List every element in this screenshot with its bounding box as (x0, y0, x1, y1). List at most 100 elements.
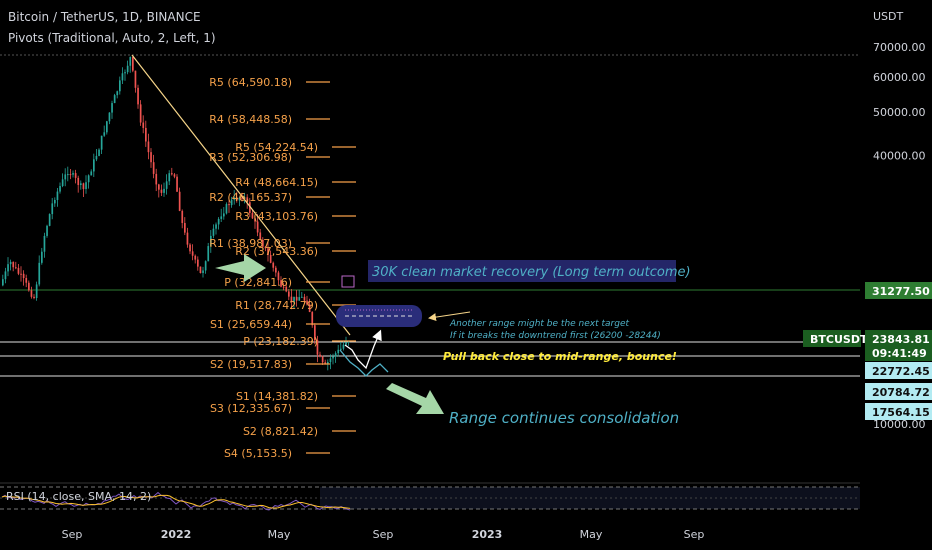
candle-body (12, 261, 15, 268)
candle-body (207, 246, 210, 262)
green-arrow-consolidation (386, 383, 444, 414)
candle-body (87, 175, 90, 183)
candle-body (308, 304, 311, 313)
candle-body (147, 141, 150, 153)
price-label-bg (865, 362, 932, 379)
candle-body (319, 354, 321, 357)
candle-body (173, 174, 176, 177)
candle-body (230, 199, 233, 206)
price-label-bg (865, 344, 932, 361)
candle-body (259, 232, 262, 240)
candle-body (20, 273, 22, 275)
candle-body (316, 340, 319, 355)
candle-body (256, 221, 259, 233)
pivot-label: R5 (64,590.18) (209, 76, 292, 89)
candle-body (116, 91, 119, 96)
candle-body (160, 189, 163, 193)
candle-body (145, 127, 147, 142)
candle-body (171, 173, 173, 175)
candle-body (4, 271, 7, 280)
candle-body (124, 72, 126, 74)
price-label: 23843.81 (872, 333, 930, 346)
candle-body (249, 202, 251, 213)
candle-body (282, 286, 285, 288)
candles-layer (2, 56, 350, 371)
x-tick-label: May (580, 528, 603, 541)
candle-body (269, 254, 272, 263)
candle-body (106, 121, 108, 133)
candle-body (155, 173, 158, 185)
long-term-box (368, 260, 676, 282)
price-label-bg (865, 403, 932, 420)
x-tick-label: Sep (684, 528, 705, 541)
rsi-sma-line (1, 494, 351, 509)
pivot-label: S2 (8,821.42) (243, 425, 318, 438)
candle-body (181, 210, 184, 224)
candle-body (186, 232, 189, 245)
candle-body (337, 349, 340, 354)
candle-body (113, 95, 116, 104)
candle-body (288, 291, 290, 297)
candle-body (262, 239, 264, 247)
candle-body (158, 184, 160, 190)
candle-body (48, 214, 51, 226)
candle-body (228, 204, 230, 206)
pivot-label: R2 (46,165.37) (209, 191, 292, 204)
candle-body (301, 296, 303, 298)
candle-body (41, 251, 43, 263)
candle-body (15, 267, 17, 269)
candle-body (251, 212, 254, 219)
candle-body (46, 225, 48, 236)
pivot-label: R4 (48,664.15) (235, 176, 318, 189)
candle-body (293, 296, 295, 303)
pivot-label: S3 (12,335.67) (210, 402, 292, 415)
rsi-pane[interactable]: RSI (14, close, SMA, 14, 2) (0, 482, 860, 511)
price-label: 17564.15 (872, 406, 930, 419)
price-label-bg (865, 282, 932, 299)
candle-body (220, 216, 223, 219)
candle-body (137, 87, 139, 105)
x-tick-label: Sep (62, 528, 83, 541)
candle-body (80, 183, 82, 185)
candle-body (129, 57, 132, 66)
candle-body (51, 203, 54, 215)
candle-body (43, 235, 46, 252)
candle-body (168, 173, 171, 182)
candle-body (139, 104, 142, 123)
candle-body (77, 177, 80, 185)
candle-body (35, 284, 38, 299)
candle-body (72, 173, 74, 175)
pivot-label: S4 (5,153.5) (224, 447, 292, 460)
indicator-label: Pivots (Traditional, Auto, 2, Left, 1) (8, 31, 216, 45)
candle-body (303, 296, 306, 301)
candle-body (142, 122, 145, 128)
pullback-text: Pull back close to mid-range, bounce! (443, 350, 677, 363)
candle-body (54, 199, 56, 204)
candle-body (210, 235, 212, 247)
candle-body (236, 197, 238, 201)
projection-up (344, 329, 382, 370)
candle-body (324, 362, 327, 364)
candle-body (126, 65, 129, 73)
candle-body (290, 296, 293, 303)
candle-body (340, 348, 342, 350)
candle-body (241, 197, 243, 199)
candle-body (267, 248, 269, 255)
x-axis[interactable]: Sep 2022 May Sep 2023 May Sep (62, 528, 705, 541)
candle-body (17, 267, 20, 274)
x-tick-label: May (268, 528, 291, 541)
price-label: 20784.72 (872, 386, 930, 399)
candle-body (314, 325, 316, 341)
x-tick-label: 2022 (161, 528, 192, 541)
candle-body (275, 267, 277, 273)
candle-body (22, 273, 25, 278)
candle-body (103, 132, 106, 136)
candle-body (7, 264, 9, 272)
candle-body (67, 174, 69, 176)
x-tick-label: Sep (373, 528, 394, 541)
candle-body (199, 266, 202, 274)
candle-body (134, 70, 137, 88)
rsi-label: RSI (14, close, SMA, 14, 2) (6, 490, 151, 503)
